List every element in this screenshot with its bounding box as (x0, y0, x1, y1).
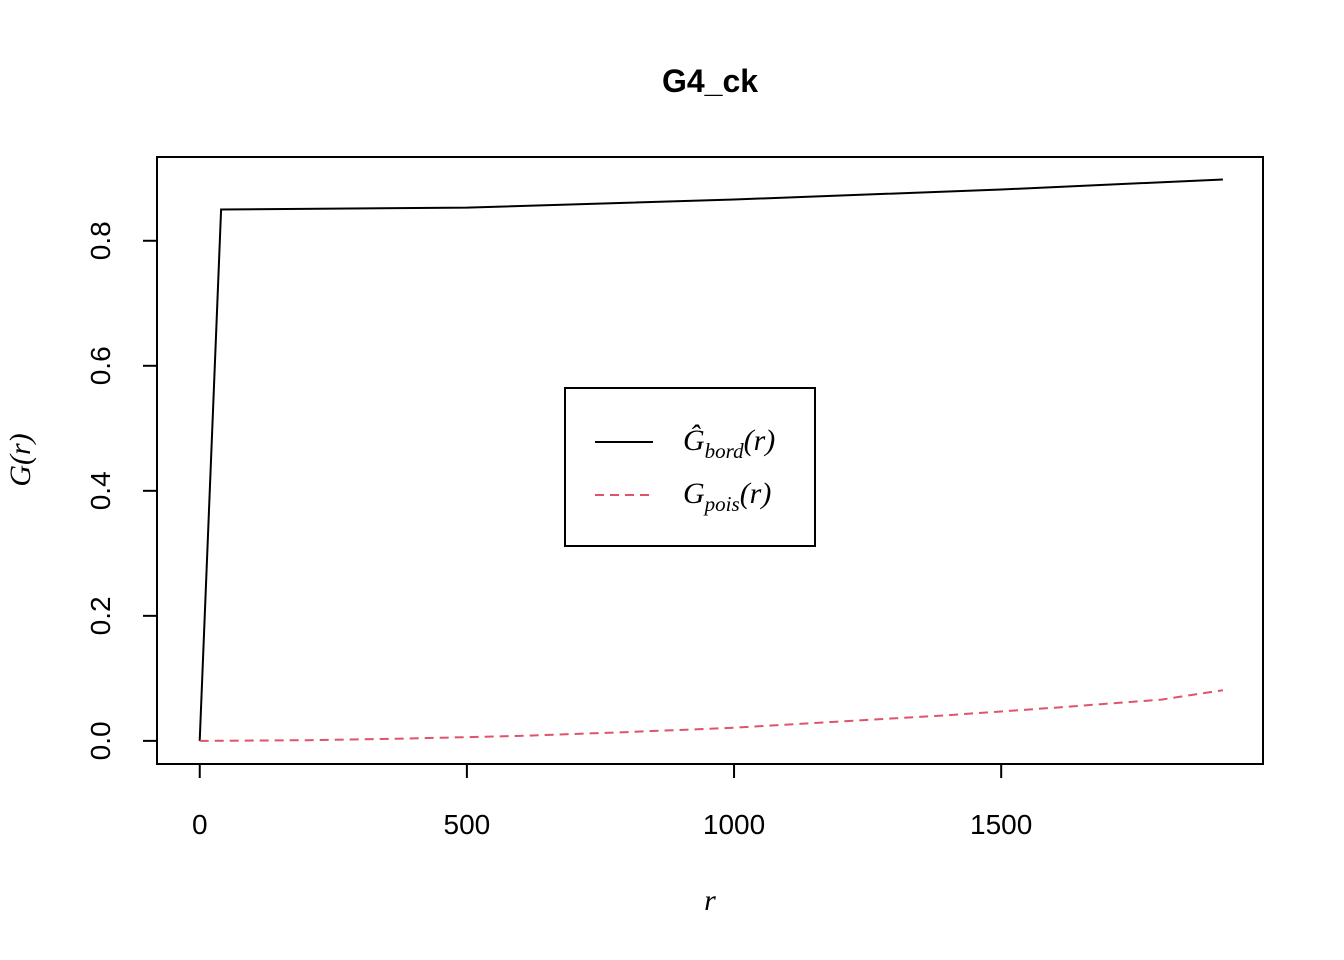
x-axis-label: r (704, 884, 716, 917)
x-tick-label: 0 (192, 809, 208, 840)
x-tick-label: 1000 (703, 809, 765, 840)
y-axis-label: G(r) (4, 433, 37, 486)
legend: Ĝbord(r) Gpois(r) (564, 387, 816, 547)
y-tick-label: 0.8 (85, 221, 116, 260)
chart-title: G4_ck (662, 63, 758, 99)
legend-box (564, 387, 816, 547)
y-tick-label: 0.0 (85, 721, 116, 760)
y-tick-label: 0.2 (85, 596, 116, 635)
series-line-2 (199, 689, 1224, 742)
y-axis: 0.0 0.2 0.4 0.6 0.8 (85, 221, 158, 760)
legend-label-1: Ĝbord(r) (683, 424, 775, 463)
series-layer (198, 178, 1224, 742)
legend-label-2: Gpois(r) (683, 477, 771, 516)
x-tick-label: 500 (444, 809, 491, 840)
x-axis: 0 500 1000 1500 (192, 763, 1032, 840)
y-tick-label: 0.6 (85, 346, 116, 385)
y-tick-label: 0.4 (85, 471, 116, 510)
series-line-1 (198, 178, 1223, 741)
x-tick-label: 1500 (970, 809, 1032, 840)
